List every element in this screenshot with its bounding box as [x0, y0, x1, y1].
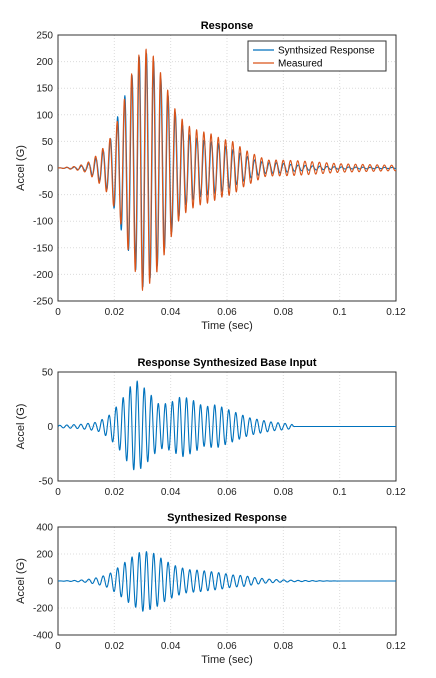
- y-tick-label: -250: [33, 297, 53, 308]
- x-tick-label: 0.12: [386, 307, 406, 318]
- y-tick-label: -200: [33, 604, 53, 615]
- y-tick-label: 150: [36, 84, 53, 95]
- y-tick-label: 400: [36, 523, 53, 534]
- x-tick-label: 0.02: [105, 307, 125, 318]
- series-line-0: [58, 380, 396, 471]
- x-tick-label: 0: [55, 487, 61, 498]
- x-tick-label: 0: [55, 307, 61, 318]
- series-line-0: [58, 551, 396, 612]
- series-group: [58, 380, 396, 471]
- x-tick-label: 0.04: [161, 641, 181, 652]
- x-axis-label: Time (sec): [201, 654, 253, 666]
- chart-panel-0: 0 0.02 0.04 0.06 0.08 0.1 0.12 -250 -200 -150 -100…: [15, 20, 406, 332]
- x-tick-label: 0.06: [217, 641, 237, 652]
- x-tick-label: 0.02: [105, 487, 125, 498]
- chart-title: Synthesized Response: [167, 512, 287, 524]
- y-axis-label: Accel (G): [15, 145, 27, 191]
- x-tick-label: 0.06: [217, 487, 237, 498]
- x-tick-label: 0.1: [333, 487, 347, 498]
- y-tick-label: 200: [36, 57, 53, 68]
- x-tick-label: 0.08: [274, 487, 294, 498]
- x-tick-label: 0.12: [386, 641, 406, 652]
- y-tick-label: 200: [36, 550, 53, 561]
- x-tick-label: 0.04: [161, 307, 181, 318]
- y-tick-label: -50: [39, 190, 54, 201]
- x-tick-label: 0.08: [274, 641, 294, 652]
- chart-title: Response Synthesized Base Input: [137, 357, 316, 369]
- x-axis-label: Time (sec): [201, 320, 253, 332]
- x-tick-label: 0.06: [217, 307, 237, 318]
- y-tick-label: 50: [42, 368, 54, 379]
- y-tick-label: -150: [33, 243, 53, 254]
- y-tick-label: 250: [36, 31, 53, 42]
- y-tick-label: 50: [42, 137, 54, 148]
- y-tick-label: 100: [36, 110, 53, 121]
- y-tick-label: -200: [33, 270, 53, 281]
- legend-label: Measured: [278, 59, 322, 70]
- y-tick-label: -400: [33, 631, 53, 642]
- y-axis-label: Accel (G): [15, 558, 27, 604]
- series-line-1: [58, 48, 396, 291]
- series-group: [58, 551, 396, 612]
- y-tick-label: 0: [47, 164, 53, 175]
- x-tick-label: 0.04: [161, 487, 181, 498]
- legend: Synthsized Response Measured: [247, 40, 387, 72]
- x-tick-label: 0.1: [333, 307, 347, 318]
- chart-title: Response: [201, 20, 254, 32]
- y-tick-label: -100: [33, 217, 53, 228]
- legend-box: [247, 40, 387, 72]
- y-axis-label: Accel (G): [15, 404, 27, 450]
- chart-panel-2: 0 0.02 0.04 0.06 0.08 0.1 0.12 -400 -200 0 200 400 S…: [15, 512, 406, 666]
- x-tick-label: 0.08: [274, 307, 294, 318]
- series-group: [58, 48, 396, 291]
- legend-label: Synthsized Response: [278, 46, 375, 57]
- x-tick-label: 0.1: [333, 641, 347, 652]
- x-tick-label: 0: [55, 641, 61, 652]
- y-tick-label: 0: [47, 577, 53, 588]
- x-tick-label: 0.12: [386, 487, 406, 498]
- y-tick-label: 0: [47, 422, 53, 433]
- y-tick-label: -50: [39, 477, 54, 488]
- x-tick-label: 0.02: [105, 641, 125, 652]
